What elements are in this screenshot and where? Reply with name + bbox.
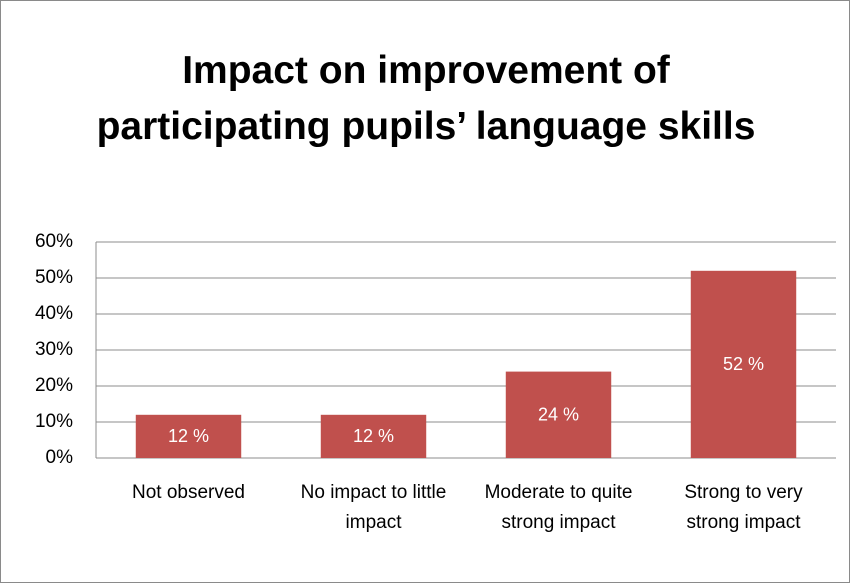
y-tick-label: 10%: [35, 411, 73, 432]
bar: [505, 371, 612, 458]
x-tick-label: No impact to little impact: [300, 482, 447, 533]
y-tick-label: 60%: [35, 231, 73, 252]
data-label: 52 %: [723, 354, 764, 374]
data-label: 12 %: [168, 426, 209, 446]
bar: [135, 414, 242, 458]
x-tick-label: Moderate to quite strong impact: [484, 482, 633, 533]
y-tick-label: 30%: [35, 339, 73, 360]
data-label: 12 %: [353, 426, 394, 446]
data-label: 24 %: [538, 405, 579, 425]
y-tick-label: 50%: [35, 267, 73, 288]
y-tick-label: 0%: [46, 447, 74, 468]
bar: [320, 414, 427, 458]
bar: [690, 270, 797, 458]
chart-title: Impact on improvement of participating p…: [96, 49, 756, 148]
x-tick-label: Strong to very strong impact: [684, 482, 803, 533]
y-tick-label: 40%: [35, 303, 73, 324]
y-tick-label: 20%: [35, 375, 73, 396]
x-tick-label: Not observed: [131, 482, 245, 503]
